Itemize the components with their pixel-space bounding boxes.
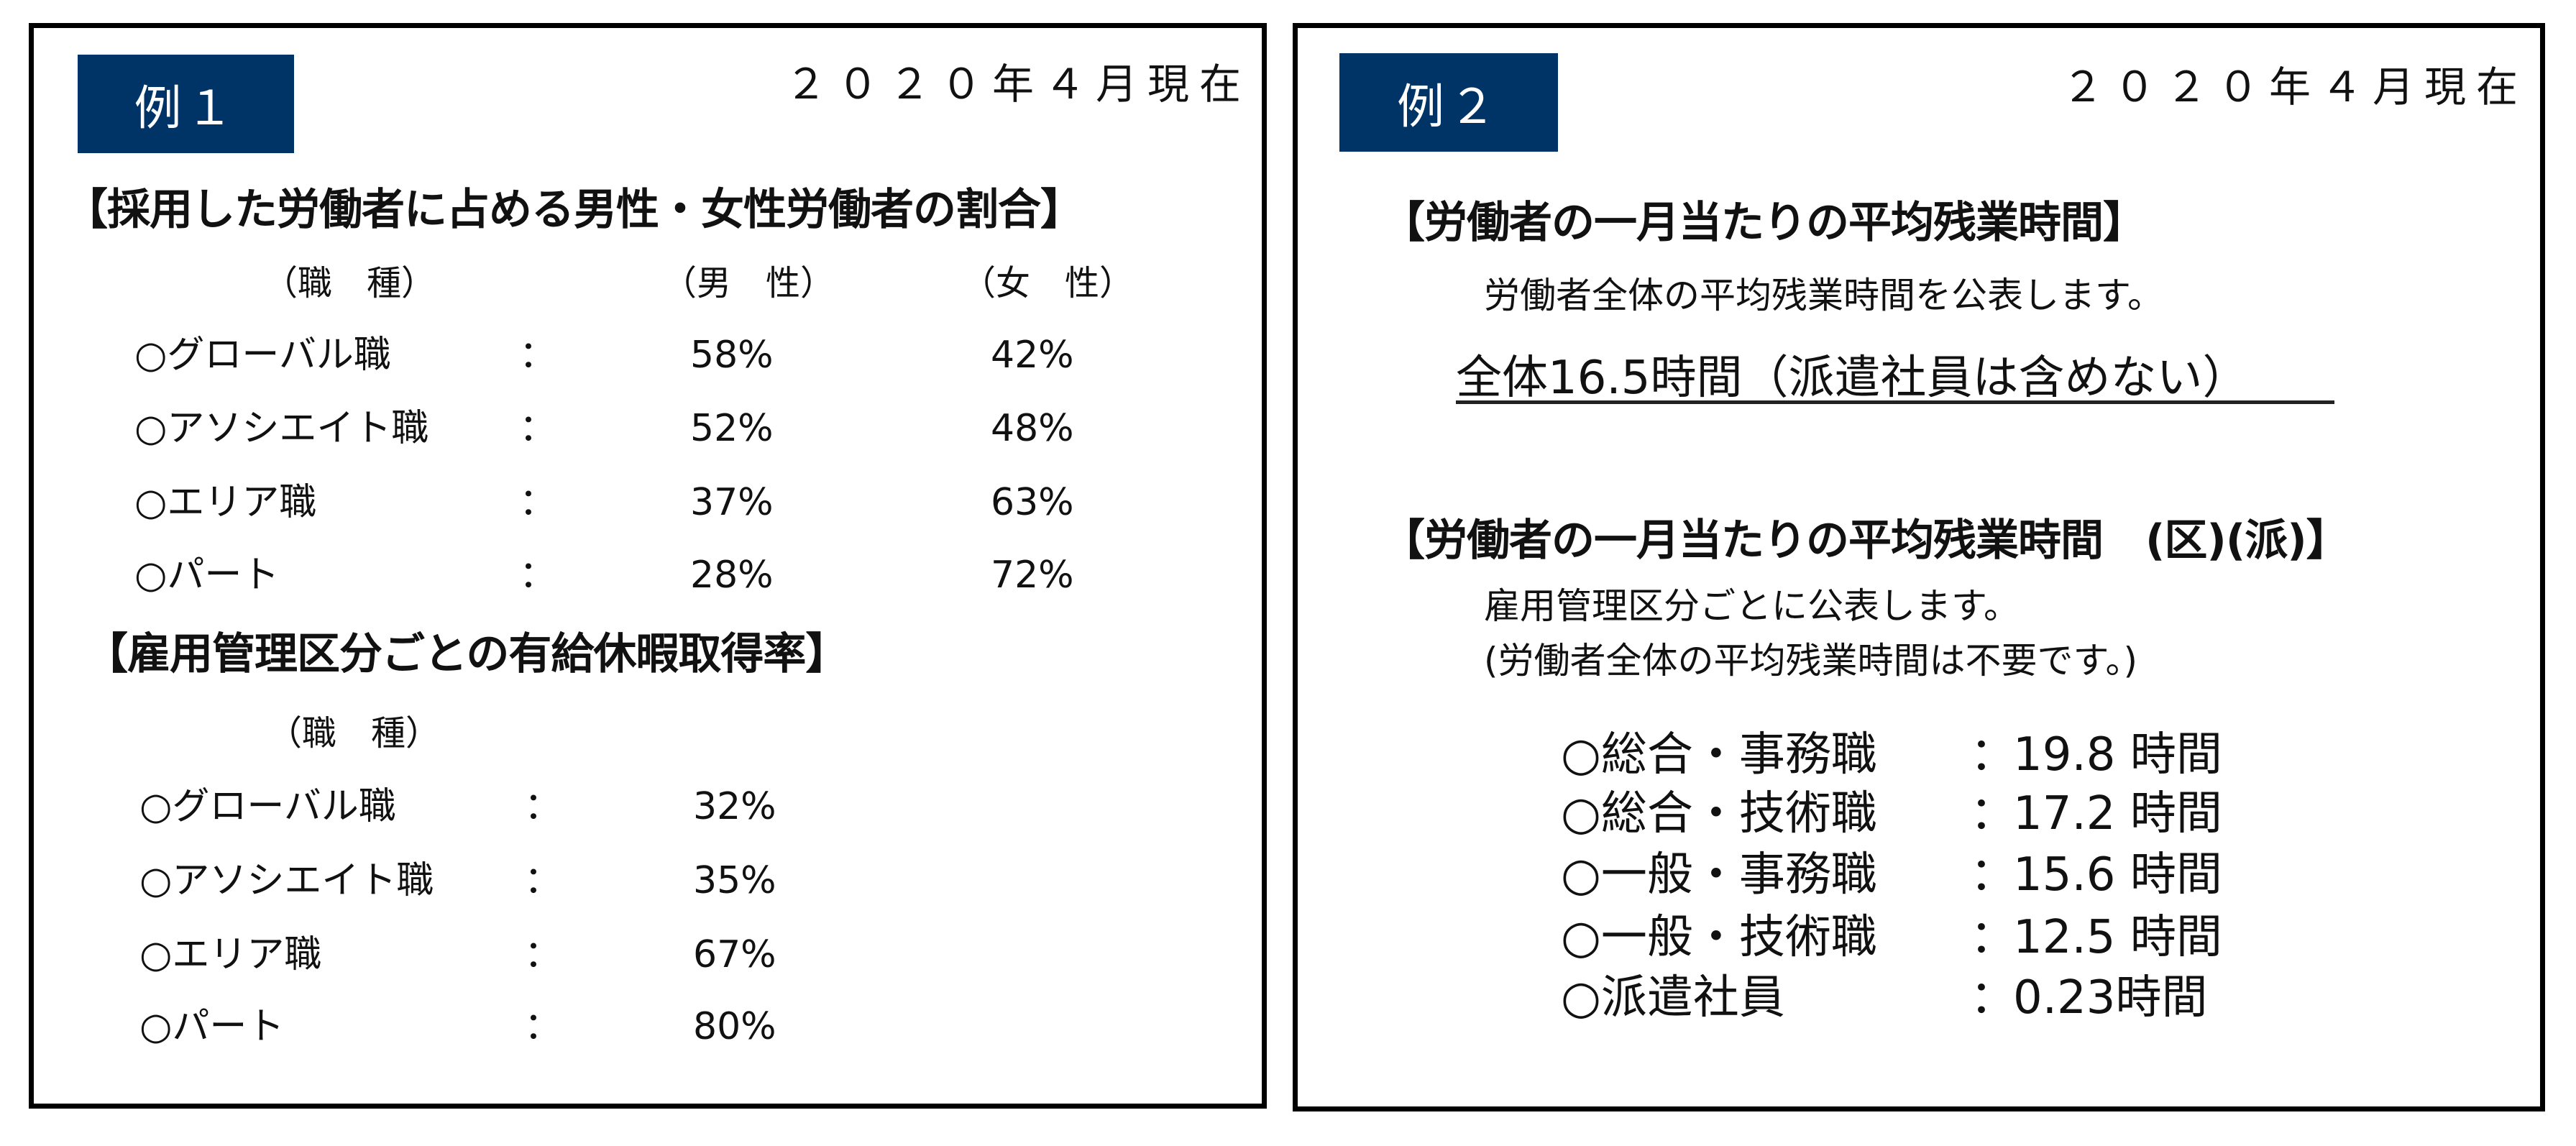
separator: ： xyxy=(519,334,557,377)
job-type-label: ○パート xyxy=(139,1005,285,1048)
separator: ： xyxy=(519,481,557,524)
column-header-male: （男 性） xyxy=(662,263,835,303)
female-value: 72% xyxy=(991,554,1074,597)
separator: ： xyxy=(524,933,562,976)
as-of-date: ２０２０年４月現在 xyxy=(785,60,1252,109)
category-label: ○総合・事務職 xyxy=(1561,728,1877,781)
category-label: ○一般・事務職 xyxy=(1561,848,1877,902)
category-label: ○一般・技術職 xyxy=(1561,911,1877,964)
overtime-value: 19.8 時間 xyxy=(2013,728,2222,781)
example-1-panel xyxy=(29,23,1267,1109)
female-value: 48% xyxy=(991,407,1074,450)
overtime-value: 17.2 時間 xyxy=(2013,787,2222,840)
job-type-label: ○グローバル職 xyxy=(134,334,391,377)
female-value: 63% xyxy=(991,481,1074,524)
separator: ： xyxy=(524,1005,562,1048)
overtime-description: 労働者全体の平均残業時間を公表します。 xyxy=(1484,275,2163,316)
male-value: 28% xyxy=(690,554,774,597)
overtime-heading: 【労働者の一月当たりの平均残業時間】 xyxy=(1382,198,2146,248)
example-2-badge: 例２ xyxy=(1339,53,1558,152)
leave-rate-value: 35% xyxy=(693,859,776,902)
overtime-by-category-heading: 【労働者の一月当たりの平均残業時間 (区)(派)】 xyxy=(1382,515,2350,566)
column-header-job-type: （職 種） xyxy=(263,263,436,303)
category-label: ○派遣社員 xyxy=(1561,971,1785,1024)
separator: ： xyxy=(1970,971,2016,1024)
column-header-job-type: （職 種） xyxy=(267,713,441,753)
category-description-line-2: (労働者全体の平均残業時間は不要です。) xyxy=(1484,640,2138,682)
paid-leave-heading: 【雇用管理区分ごとの有給休暇取得率】 xyxy=(85,629,848,679)
example-1-badge: 例１ xyxy=(78,55,294,153)
job-type-label: ○エリア職 xyxy=(139,933,322,976)
category-label: ○総合・技術職 xyxy=(1561,787,1877,840)
job-type-label: ○アソシエイト職 xyxy=(134,407,429,450)
leave-rate-value: 80% xyxy=(693,1005,776,1048)
job-type-label: ○グローバル職 xyxy=(139,785,396,828)
male-value: 52% xyxy=(690,407,774,450)
separator: ： xyxy=(1970,787,2016,840)
as-of-date: ２０２０年４月現在 xyxy=(2062,63,2529,111)
male-value: 58% xyxy=(690,334,774,377)
job-type-label: ○エリア職 xyxy=(134,481,317,524)
category-description-line-1: 雇用管理区分ごとに公表します。 xyxy=(1484,585,2020,627)
overtime-value: 12.5 時間 xyxy=(2013,911,2222,964)
leave-rate-value: 67% xyxy=(693,933,776,976)
overtime-value: 0.23時間 xyxy=(2013,971,2208,1024)
gender-ratio-heading: 【採用した労働者に占める男性・女性労働者の割合】 xyxy=(65,185,1083,235)
female-value: 42% xyxy=(991,334,1074,377)
separator: ： xyxy=(519,554,557,597)
underline xyxy=(1456,400,2334,404)
separator: ： xyxy=(524,785,562,828)
job-type-label: ○パート xyxy=(134,554,280,597)
separator: ： xyxy=(1970,728,2016,781)
leave-rate-value: 32% xyxy=(693,785,776,828)
job-type-label: ○アソシエイト職 xyxy=(139,859,434,902)
separator: ： xyxy=(1970,911,2016,964)
overtime-value: 15.6 時間 xyxy=(2013,848,2222,902)
example-2-panel xyxy=(1293,23,2545,1111)
separator: ： xyxy=(519,407,557,450)
male-value: 37% xyxy=(690,481,774,524)
overall-overtime-value: 全体16.5時間（派遣社員は含めない） xyxy=(1456,352,2249,405)
column-header-female: （女 性） xyxy=(961,263,1135,303)
separator: ： xyxy=(524,859,562,902)
separator: ： xyxy=(1970,848,2016,902)
